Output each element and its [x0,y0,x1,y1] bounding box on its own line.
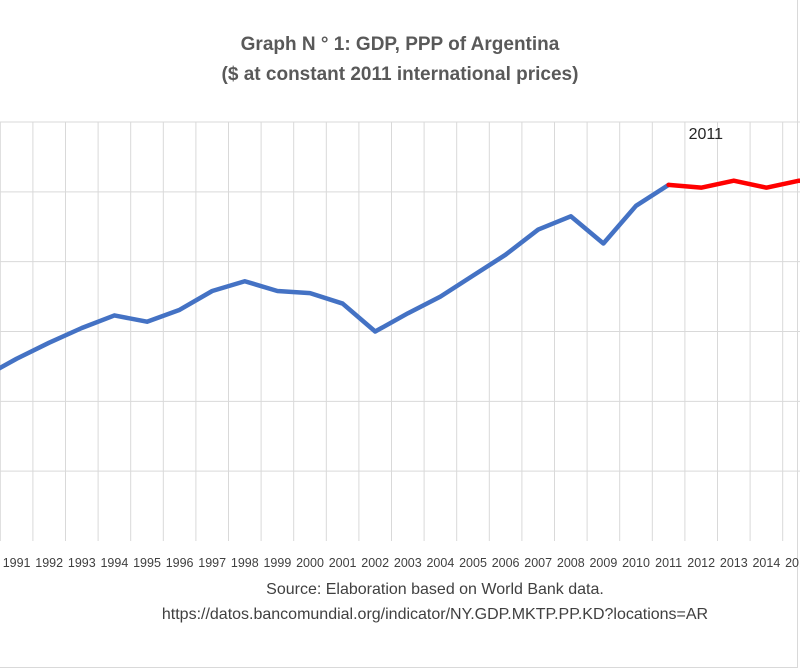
x-tick-label: 1998 [231,556,259,570]
x-axis-tick-labels: 1990199119921993199419951996199719981999… [3,556,800,570]
x-tick-label: 2007 [524,556,552,570]
x-tick-label: 2006 [492,556,520,570]
x-tick-label: 1997 [198,556,226,570]
x-tick-label: 1996 [166,556,194,570]
source-url: https://datos.bancomundial.org/indicator… [161,606,709,623]
series-line-pre-2011 [0,182,671,371]
series-line-post-2011 [666,178,800,190]
chart-title: Graph N ° 1: GDP, PPP of Argentina [240,34,560,55]
x-tick-label: 1995 [133,556,161,570]
x-tick-label: 2011 [655,556,682,570]
x-tick-label: 2003 [394,556,422,570]
series-lines [0,178,800,371]
x-tick-label: 1992 [35,556,63,570]
x-tick-label: 2014 [752,556,780,570]
horizontal-gridlines [0,121,800,472]
x-tick-label: 2000 [296,556,324,570]
annotation-2011: 2011 [689,126,724,143]
x-tick-label: 2015 [785,556,800,570]
x-tick-label: 1999 [263,556,291,570]
source-note: Source: Elaboration based on World Bank … [266,581,604,598]
x-tick-label: 2008 [557,556,585,570]
x-tick-label: 2001 [329,556,357,570]
x-tick-label: 2009 [589,556,617,570]
chart-subtitle: ($ at constant 2011 international prices… [221,64,579,85]
x-tick-label: 2010 [622,556,650,570]
x-tick-label: 2002 [361,556,389,570]
x-tick-label: 1994 [100,556,128,570]
x-tick-label: 2013 [720,556,748,570]
x-tick-label: 2012 [687,556,715,570]
x-tick-label: 2005 [459,556,487,570]
x-tick-label: 2004 [426,556,454,570]
x-tick-label: 1993 [68,556,96,570]
x-tick-label: 1991 [3,556,31,570]
